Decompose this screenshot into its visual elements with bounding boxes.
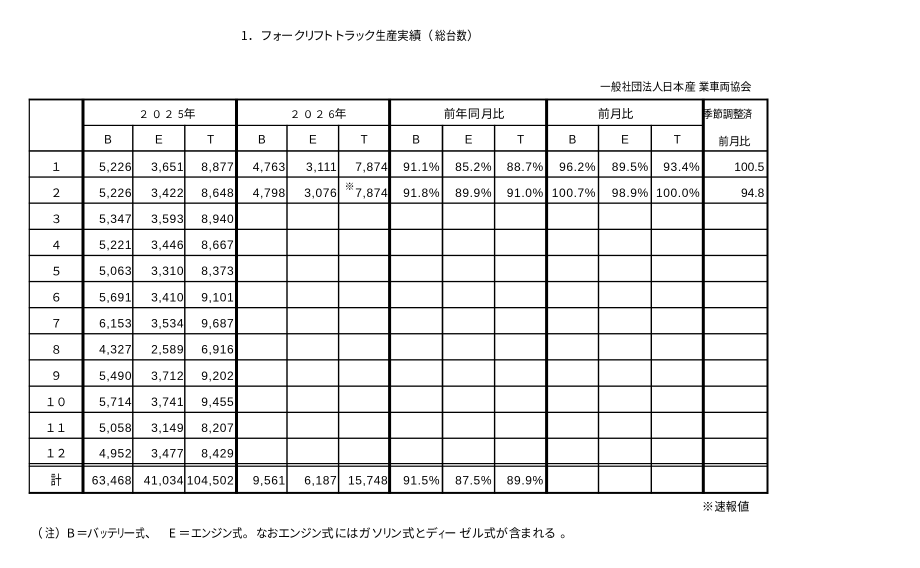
svg-text:5,490: 5,490 xyxy=(99,369,132,383)
svg-text:6,153: 6,153 xyxy=(99,316,132,330)
svg-text:100.5: 100.5 xyxy=(734,160,764,174)
svg-text:85.2%: 85.2% xyxy=(455,160,492,174)
svg-text:100.7%: 100.7% xyxy=(552,186,596,200)
svg-text:T: T xyxy=(207,135,214,147)
svg-text:3,534: 3,534 xyxy=(151,316,184,330)
svg-text:3,593: 3,593 xyxy=(151,212,184,226)
svg-text:E: E xyxy=(621,135,629,147)
svg-text:63,468: 63,468 xyxy=(92,474,132,488)
svg-text:91.8%: 91.8% xyxy=(403,186,440,200)
svg-text:87.5%: 87.5% xyxy=(455,474,492,488)
svg-text:3,076: 3,076 xyxy=(304,186,337,200)
svg-text:5,063: 5,063 xyxy=(99,264,132,278)
svg-text:3,651: 3,651 xyxy=(151,160,184,174)
svg-text:T: T xyxy=(517,135,524,147)
svg-text:96.2%: 96.2% xyxy=(559,160,596,174)
svg-text:89.9%: 89.9% xyxy=(455,186,492,200)
svg-text:8,940: 8,940 xyxy=(201,212,234,226)
svg-text:9,101: 9,101 xyxy=(201,290,234,304)
svg-text:7,874: 7,874 xyxy=(355,160,388,174)
svg-text:B: B xyxy=(104,135,112,147)
svg-text:3,149: 3,149 xyxy=(151,421,184,435)
svg-text:9,687: 9,687 xyxy=(201,316,234,330)
svg-text:8,207: 8,207 xyxy=(201,421,234,435)
svg-text:104,502: 104,502 xyxy=(187,474,235,488)
svg-text:3,310: 3,310 xyxy=(151,264,184,278)
svg-text:3,422: 3,422 xyxy=(151,186,184,200)
svg-text:6,916: 6,916 xyxy=(201,343,234,357)
svg-text:9,561: 9,561 xyxy=(253,474,286,488)
svg-text:94.8: 94.8 xyxy=(741,186,765,200)
svg-text:93.4%: 93.4% xyxy=(663,160,700,174)
svg-text:8,667: 8,667 xyxy=(201,238,234,252)
svg-text:91.5%: 91.5% xyxy=(403,474,440,488)
svg-text:5,226: 5,226 xyxy=(99,186,132,200)
svg-text:5,226: 5,226 xyxy=(99,160,132,174)
svg-text:15,748: 15,748 xyxy=(348,474,388,488)
svg-text:B: B xyxy=(412,135,420,147)
svg-text:5,714: 5,714 xyxy=(99,395,132,409)
svg-text:3,712: 3,712 xyxy=(151,369,184,383)
svg-text:8,373: 8,373 xyxy=(201,264,234,278)
svg-text:3,111: 3,111 xyxy=(306,160,337,174)
svg-text:3,741: 3,741 xyxy=(151,395,184,409)
svg-text:98.9%: 98.9% xyxy=(612,186,649,200)
svg-text:3,410: 3,410 xyxy=(151,290,184,304)
svg-text:E: E xyxy=(155,135,163,147)
svg-text:T: T xyxy=(674,135,681,147)
svg-text:3,477: 3,477 xyxy=(151,446,184,460)
svg-text:E: E xyxy=(309,135,317,147)
svg-text:4,952: 4,952 xyxy=(99,446,132,460)
svg-text:89.9%: 89.9% xyxy=(507,474,544,488)
svg-text:100.0%: 100.0% xyxy=(656,186,700,200)
svg-text:8,429: 8,429 xyxy=(201,446,234,460)
svg-text:4,798: 4,798 xyxy=(253,186,286,200)
svg-text:91.0%: 91.0% xyxy=(507,186,544,200)
svg-text:T: T xyxy=(361,135,368,147)
svg-text:91.1%: 91.1% xyxy=(403,160,440,174)
svg-text:89.5%: 89.5% xyxy=(612,160,649,174)
svg-text:4,763: 4,763 xyxy=(253,160,286,174)
svg-text:9,455: 9,455 xyxy=(201,395,234,409)
svg-text:88.7%: 88.7% xyxy=(507,160,544,174)
svg-text:5,221: 5,221 xyxy=(99,238,132,252)
svg-text:2,589: 2,589 xyxy=(151,343,184,357)
svg-text:B: B xyxy=(258,135,266,147)
svg-text:6,187: 6,187 xyxy=(304,474,337,488)
svg-text:7,874: 7,874 xyxy=(355,186,388,200)
svg-text:5,691: 5,691 xyxy=(99,290,132,304)
svg-text:3,446: 3,446 xyxy=(151,238,184,252)
svg-text:9,202: 9,202 xyxy=(201,369,234,383)
svg-text:B: B xyxy=(569,135,577,147)
svg-text:5,347: 5,347 xyxy=(99,212,132,226)
svg-text:8,877: 8,877 xyxy=(201,160,234,174)
svg-text:E: E xyxy=(465,135,473,147)
svg-text:5,058: 5,058 xyxy=(99,421,132,435)
svg-text:41,034: 41,034 xyxy=(144,474,184,488)
svg-text:4,327: 4,327 xyxy=(99,343,132,357)
svg-text:8,648: 8,648 xyxy=(201,186,234,200)
